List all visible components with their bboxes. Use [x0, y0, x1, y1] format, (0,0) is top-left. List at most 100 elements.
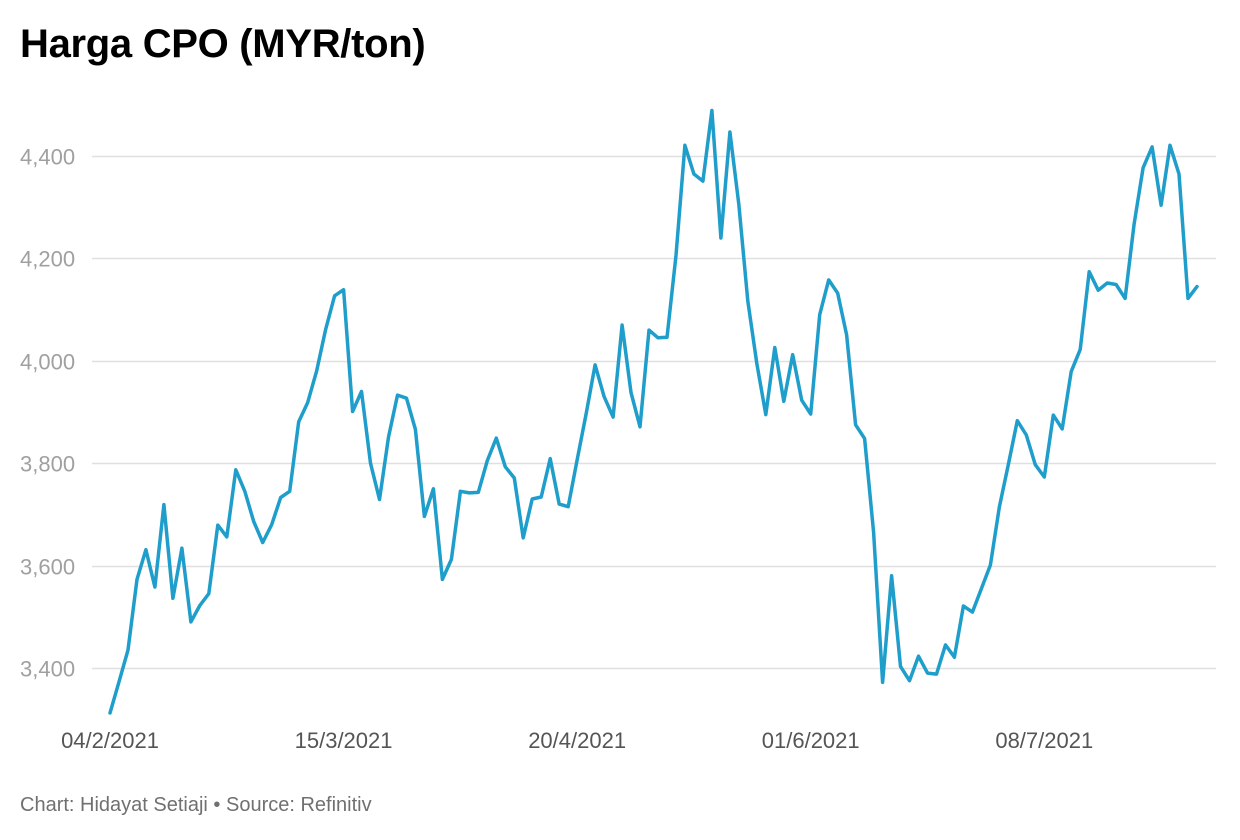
- data-point: [997, 505, 1001, 509]
- data-point: [261, 541, 265, 545]
- data-point: [1033, 463, 1037, 467]
- data-point: [306, 401, 310, 405]
- data-point: [378, 498, 382, 502]
- data-point: [638, 425, 642, 429]
- data-point: [1096, 288, 1100, 292]
- data-point: [342, 288, 346, 292]
- data-point: [369, 461, 373, 465]
- data-point: [1006, 463, 1010, 467]
- y-tick-label: 3,600: [20, 555, 75, 580]
- data-point: [566, 505, 570, 509]
- data-point: [270, 523, 274, 527]
- data-point: [162, 503, 166, 507]
- data-point: [701, 179, 705, 183]
- data-point: [908, 679, 912, 683]
- data-point: [692, 172, 696, 176]
- chart-credit: Chart: Hidayat Setiaji: [20, 794, 208, 816]
- chart-title: Harga CPO (MYR/ton): [20, 22, 426, 66]
- data-point: [243, 489, 247, 493]
- data-point: [387, 435, 391, 439]
- data-point: [494, 436, 498, 440]
- chart-footer: Chart: Hidayat Setiaji • Source: Refinit…: [20, 794, 372, 817]
- data-point: [1114, 283, 1118, 287]
- data-point: [935, 672, 939, 676]
- data-point: [1051, 413, 1055, 417]
- data-point: [503, 465, 507, 469]
- data-point: [189, 620, 193, 624]
- x-tick-label: 01/6/2021: [762, 728, 860, 753]
- data-point: [440, 577, 444, 581]
- data-point: [827, 278, 831, 282]
- data-point: [863, 437, 867, 441]
- data-point: [917, 654, 921, 658]
- data-point: [198, 604, 202, 608]
- data-point: [458, 489, 462, 493]
- data-point: [413, 427, 417, 431]
- data-point: [1015, 419, 1019, 423]
- data-point: [117, 680, 121, 684]
- data-point: [647, 328, 651, 332]
- x-tick-label: 20/4/2021: [528, 728, 626, 753]
- data-point: [324, 328, 328, 332]
- series-layer: [108, 108, 1199, 715]
- data-point: [710, 109, 714, 113]
- data-point: [764, 413, 768, 417]
- data-point: [629, 391, 633, 395]
- data-point: [396, 393, 400, 397]
- data-point: [1177, 172, 1181, 176]
- chart-source: Source: Refinitiv: [226, 794, 372, 816]
- data-point: [755, 361, 759, 365]
- data-point: [944, 643, 948, 647]
- data-point: [872, 530, 876, 534]
- data-point: [144, 548, 148, 552]
- data-point: [800, 398, 804, 402]
- y-tick-label: 4,000: [20, 350, 75, 375]
- data-point: [1159, 203, 1163, 207]
- x-tick-label: 15/3/2021: [295, 728, 393, 753]
- data-point: [728, 130, 732, 134]
- data-point: [288, 489, 292, 493]
- data-point: [1123, 296, 1127, 300]
- data-point: [899, 664, 903, 668]
- data-point: [216, 523, 220, 527]
- data-point: [746, 299, 750, 303]
- data-point: [961, 604, 965, 608]
- data-point: [530, 497, 534, 501]
- data-point: [153, 585, 157, 589]
- data-point: [180, 546, 184, 550]
- data-point: [485, 459, 489, 463]
- data-point: [836, 291, 840, 295]
- data-point: [207, 592, 211, 596]
- data-point: [719, 236, 723, 240]
- data-point: [602, 395, 606, 399]
- data-point: [422, 514, 426, 518]
- data-point: [575, 458, 579, 462]
- data-point: [611, 415, 615, 419]
- data-point: [171, 596, 175, 600]
- data-point: [1168, 143, 1172, 147]
- data-point: [539, 495, 543, 499]
- data-point: [548, 457, 552, 461]
- data-point: [979, 587, 983, 591]
- data-point: [665, 335, 669, 339]
- data-point: [315, 369, 319, 373]
- y-axis-ticks: 3,400 3,600 3,800 4,000 4,200 4,400: [20, 145, 75, 682]
- gridlines: [92, 155, 1216, 670]
- data-point: [683, 143, 687, 147]
- data-point: [476, 490, 480, 494]
- y-tick-label: 3,800: [20, 452, 75, 477]
- data-point: [773, 346, 777, 350]
- data-point: [405, 396, 409, 400]
- data-point: [791, 353, 795, 357]
- data-point: [782, 399, 786, 403]
- data-point: [854, 423, 858, 427]
- data-point: [809, 412, 813, 416]
- data-point: [845, 333, 849, 337]
- x-tick-label: 08/7/2021: [995, 728, 1093, 753]
- data-point: [431, 487, 435, 491]
- data-point: [1105, 281, 1109, 285]
- data-point: [1024, 433, 1028, 437]
- data-point: [988, 563, 992, 567]
- data-point: [108, 711, 112, 715]
- data-point: [737, 202, 741, 206]
